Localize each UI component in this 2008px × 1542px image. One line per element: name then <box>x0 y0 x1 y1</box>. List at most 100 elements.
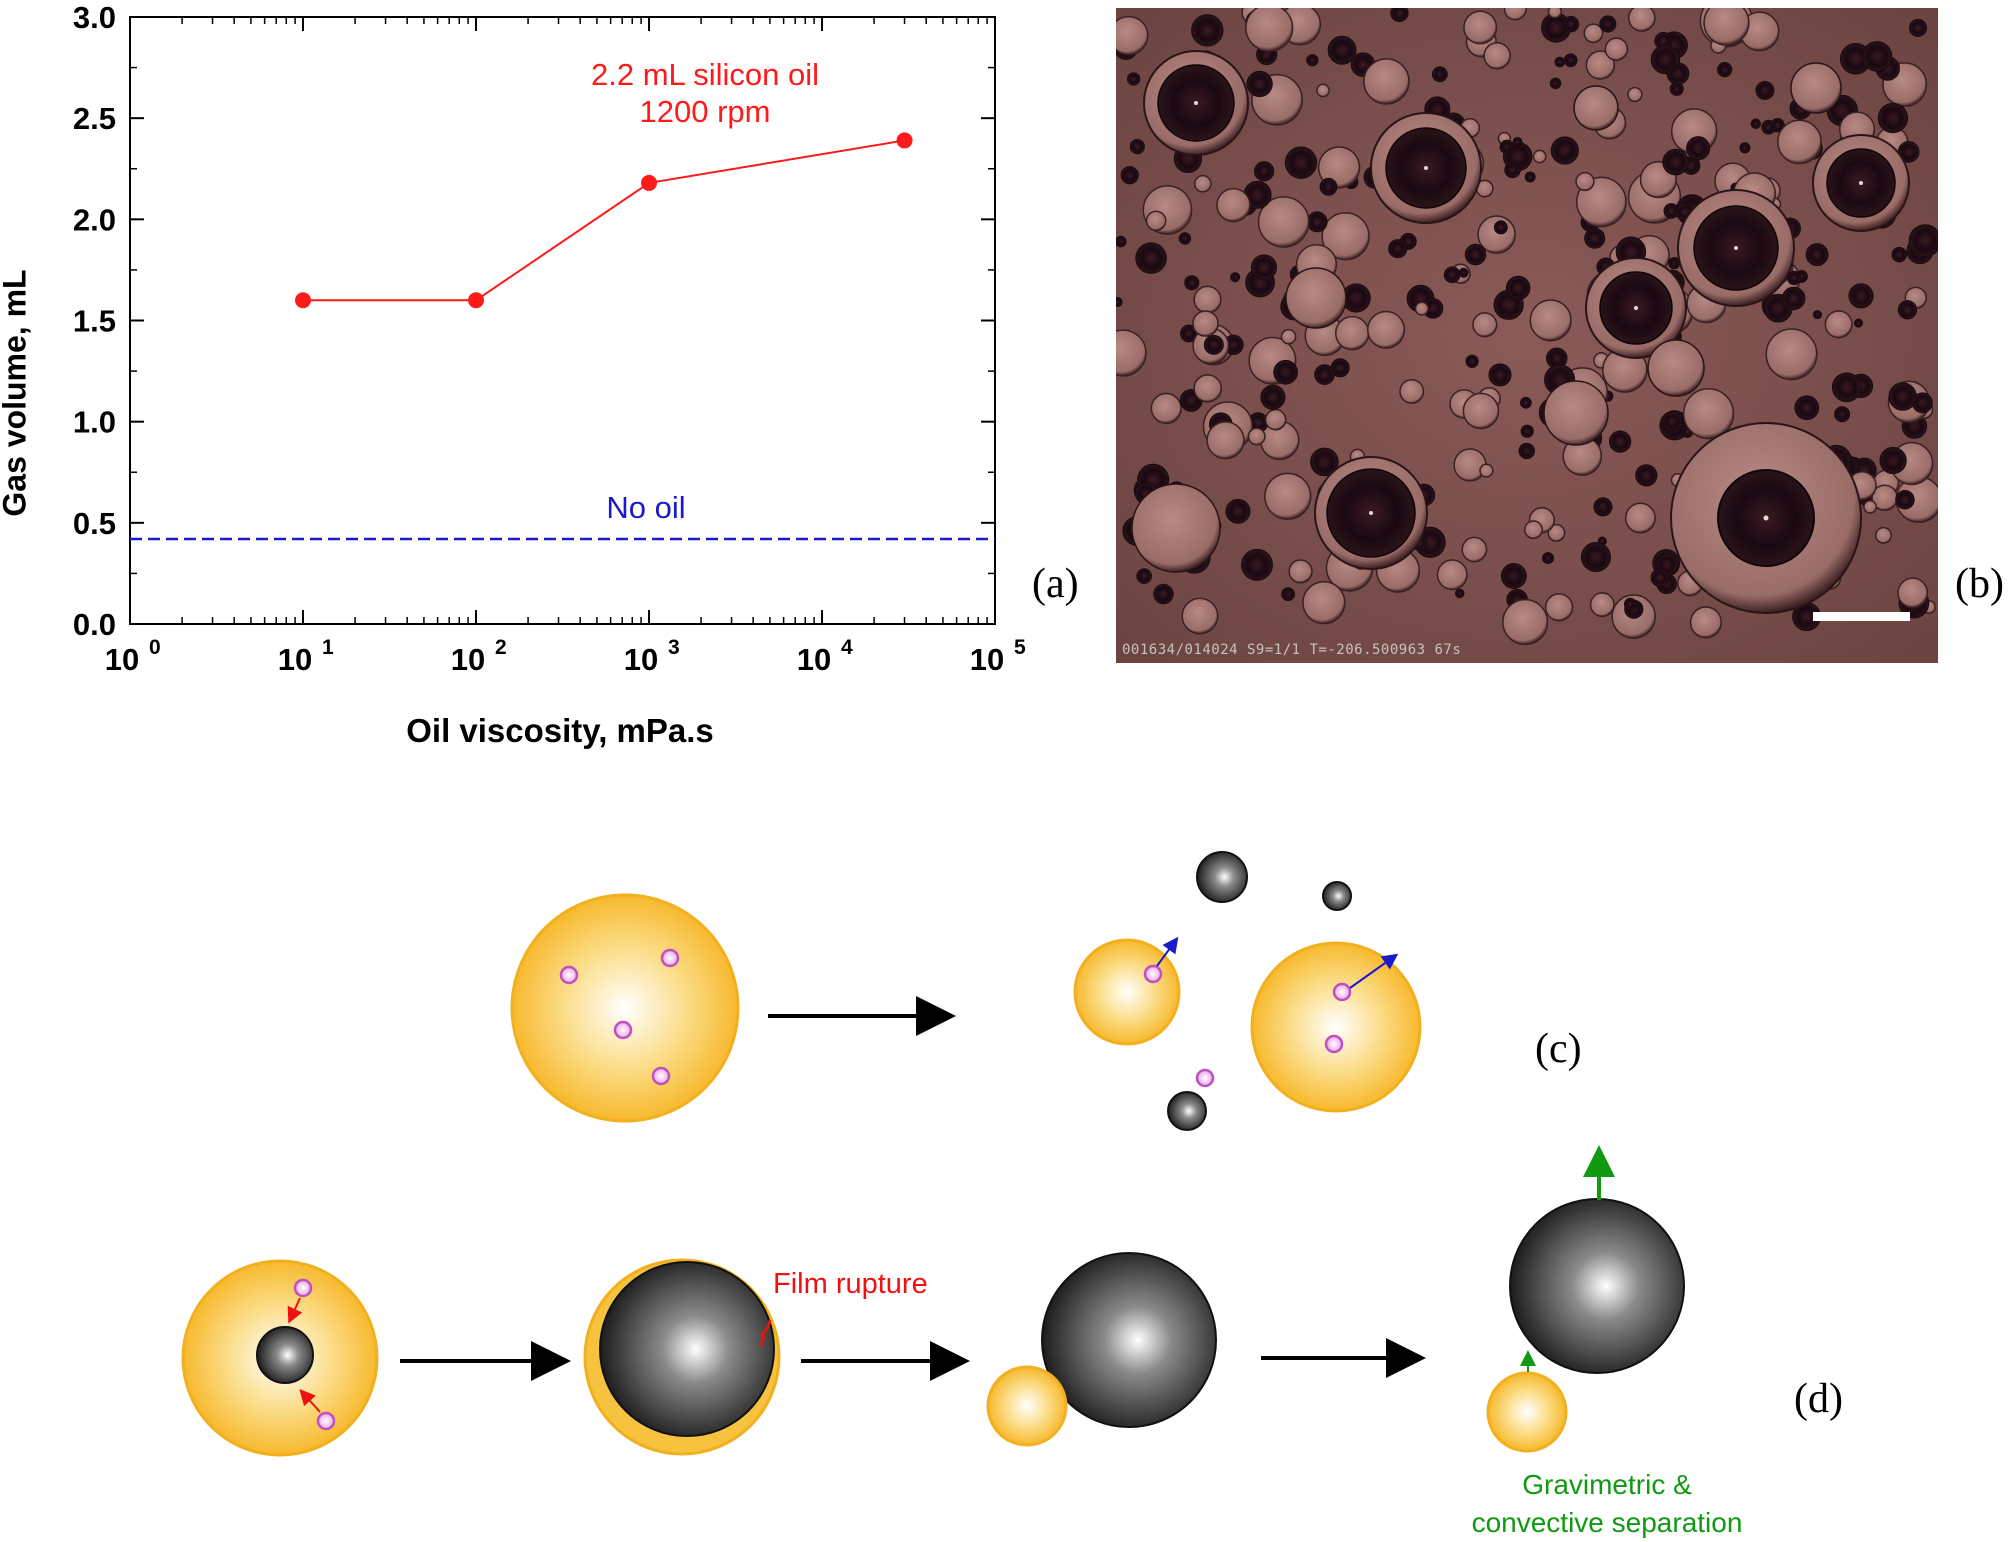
light-droplet <box>1627 86 1643 103</box>
dark-droplet <box>1504 161 1521 179</box>
panel-c-before <box>510 893 740 1123</box>
light-droplet <box>1502 598 1549 646</box>
data-point <box>896 132 913 149</box>
dark-droplet <box>1120 166 1139 185</box>
x-tick-label: 10 <box>624 642 658 677</box>
light-droplet-large <box>1131 483 1221 573</box>
separation-label: Gravimetric & convective separation <box>1472 1466 1743 1542</box>
light-droplet <box>1462 392 1500 430</box>
dark-droplet <box>1319 177 1338 196</box>
light-droplet <box>1399 378 1425 404</box>
dark-droplet <box>1499 139 1514 155</box>
light-droplet <box>1334 315 1370 351</box>
dark-droplet <box>1306 211 1328 233</box>
dark-droplet <box>1554 56 1566 68</box>
light-droplet <box>1363 58 1410 105</box>
y-tick-label: 3.0 <box>73 0 116 35</box>
data-point <box>295 292 311 309</box>
droplet-highlight <box>1194 101 1198 105</box>
particle <box>1332 982 1352 1002</box>
dark-droplet <box>1549 77 1562 90</box>
dark-droplet <box>1897 300 1918 320</box>
particle <box>660 948 680 968</box>
dark-droplet <box>1116 297 1123 307</box>
annotation-line-2: 1200 rpm <box>639 94 771 129</box>
dark-droplet <box>1505 275 1531 301</box>
data-point <box>468 292 484 309</box>
dark-droplet <box>1739 142 1751 154</box>
light-droplet <box>1463 10 1498 45</box>
dark-droplet <box>1877 102 1909 134</box>
dark-droplet <box>1520 424 1534 438</box>
dark-droplet <box>1853 318 1864 328</box>
plot-frame <box>129 16 996 625</box>
panel-label-b: (b) <box>1955 561 2004 607</box>
gas-bubble-rising <box>1509 1198 1685 1374</box>
dark-droplet <box>1805 243 1829 267</box>
dark-droplet <box>1191 14 1224 47</box>
light-droplet <box>1302 580 1346 625</box>
x-axis-label: Oil viscosity, mPa.s <box>406 712 714 749</box>
y-axis-label: Gas volume, mL <box>0 269 33 517</box>
light-droplet <box>1264 472 1312 520</box>
dark-droplet <box>1493 220 1508 235</box>
light-droplet <box>1145 210 1167 232</box>
dark-droplet <box>1184 275 1200 291</box>
adsorb-arrow <box>299 1389 321 1413</box>
light-droplet <box>1472 312 1498 338</box>
oil-droplet-settling <box>1486 1371 1568 1453</box>
x-tick-label: 10 <box>278 642 312 677</box>
light-droplet <box>1321 212 1370 261</box>
light-droplet-large <box>1543 380 1609 446</box>
x-tick-exponent: 0 <box>149 636 161 659</box>
dark-droplet <box>1608 430 1632 453</box>
dark-droplet <box>1314 364 1335 385</box>
dark-droplet <box>1909 18 1928 37</box>
dark-droplet <box>1284 146 1318 179</box>
dark-droplet <box>1662 148 1689 176</box>
dark-droplet <box>1879 446 1907 475</box>
particle <box>316 1411 336 1431</box>
y-tick-label: 2.0 <box>73 202 116 237</box>
dark-droplet <box>1542 552 1555 565</box>
dark-droplet <box>1550 136 1579 165</box>
dark-droplet <box>1129 138 1145 155</box>
micrograph-stamp: 001634/014024 S9=1/1 T=-206.500963 67s <box>1122 642 1462 658</box>
light-droplet-large <box>1790 62 1842 114</box>
dark-droplet <box>1750 118 1762 129</box>
chart-annotation-oil: 2.2 mL silicon oil 1200 rpm <box>591 56 819 130</box>
dark-droplet <box>1281 587 1296 602</box>
gas-bubble <box>1041 1252 1217 1428</box>
light-droplet <box>1503 8 1527 21</box>
dark-droplet <box>1593 497 1613 517</box>
light-droplet <box>1682 388 1735 440</box>
dark-droplet <box>1488 363 1512 387</box>
no-oil-label: No oil <box>606 490 686 525</box>
light-droplet <box>1777 119 1822 165</box>
y-tick-label: 1.0 <box>73 405 116 440</box>
dark-droplet <box>1225 498 1251 524</box>
dark-droplet <box>1861 41 1893 72</box>
light-droplet <box>1453 448 1487 482</box>
light-droplet <box>1689 606 1722 639</box>
dark-droplet <box>1562 15 1580 33</box>
dark-droplet <box>1135 242 1167 274</box>
light-droplet <box>1150 392 1182 425</box>
dark-droplet <box>1519 396 1532 409</box>
dark-droplet <box>1178 232 1192 245</box>
dark-droplet <box>1686 136 1711 161</box>
dark-droplet <box>1834 406 1851 423</box>
particle <box>1195 1068 1215 1088</box>
dark-droplet <box>1390 8 1409 23</box>
light-droplet <box>1316 83 1330 98</box>
particle <box>293 1278 313 1298</box>
light-droplet <box>1532 149 1547 164</box>
droplet-highlight <box>1634 306 1638 310</box>
panel-d-step4 <box>1486 1145 1685 1453</box>
light-droplet <box>1575 171 1595 192</box>
dark-droplet <box>1755 80 1775 100</box>
panel-label-a: (a) <box>1032 561 1079 607</box>
dark-droplet <box>1908 224 1938 258</box>
light-droplet <box>1875 526 1892 544</box>
gas-nucleus <box>256 1326 314 1384</box>
